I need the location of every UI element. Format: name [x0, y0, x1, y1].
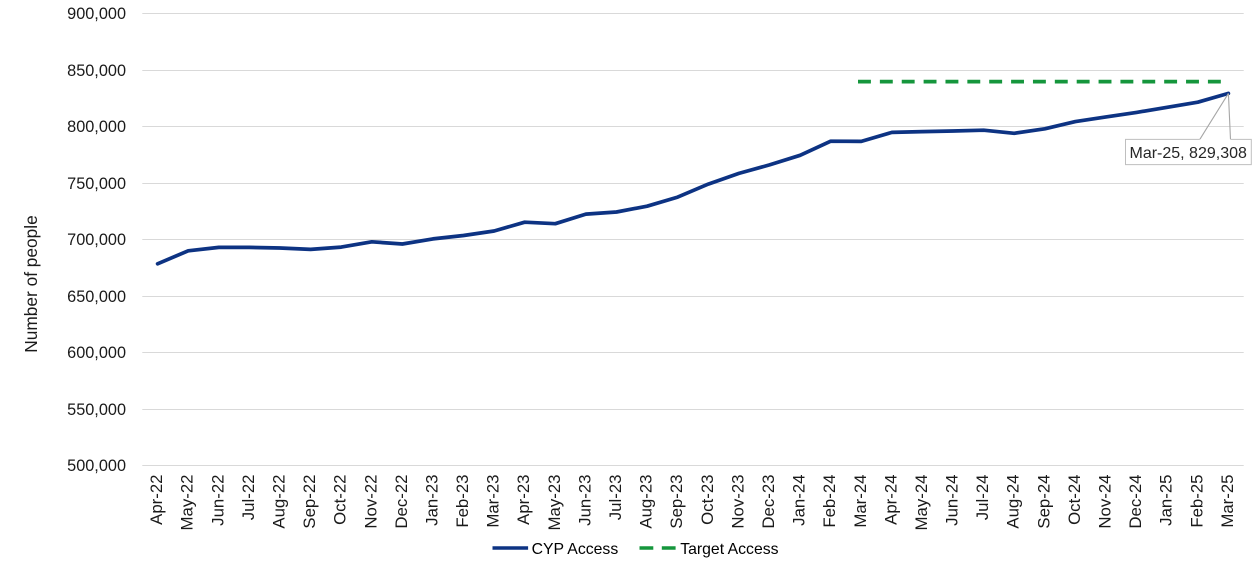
svg-text:Jul-24: Jul-24: [973, 475, 992, 521]
svg-text:Sep-23: Sep-23: [667, 475, 686, 529]
svg-text:Dec-23: Dec-23: [759, 475, 778, 529]
svg-text:600,000: 600,000: [67, 344, 126, 362]
svg-text:550,000: 550,000: [67, 401, 126, 419]
svg-text:Target Access: Target Access: [680, 541, 778, 558]
svg-text:May-23: May-23: [545, 475, 564, 531]
svg-text:CYP Access: CYP Access: [532, 541, 619, 558]
svg-text:Apr-23: Apr-23: [514, 475, 533, 525]
svg-text:Number of people: Number of people: [21, 215, 41, 352]
svg-text:Dec-24: Dec-24: [1126, 475, 1145, 529]
svg-text:500,000: 500,000: [67, 457, 126, 475]
svg-text:Oct-23: Oct-23: [698, 475, 717, 525]
svg-text:Jan-24: Jan-24: [790, 475, 809, 526]
svg-text:Sep-22: Sep-22: [300, 475, 319, 529]
svg-text:May-22: May-22: [178, 475, 197, 531]
svg-text:Jul-23: Jul-23: [606, 475, 625, 521]
svg-text:Feb-25: Feb-25: [1187, 475, 1206, 528]
svg-text:900,000: 900,000: [67, 5, 126, 23]
svg-text:Aug-22: Aug-22: [270, 475, 289, 529]
svg-text:Dec-22: Dec-22: [392, 475, 411, 529]
svg-text:Nov-23: Nov-23: [728, 475, 747, 529]
svg-text:Aug-23: Aug-23: [637, 475, 656, 529]
svg-text:Jun-22: Jun-22: [208, 475, 227, 526]
svg-text:Jan-25: Jan-25: [1157, 475, 1176, 526]
svg-text:800,000: 800,000: [67, 118, 126, 136]
svg-text:700,000: 700,000: [67, 231, 126, 249]
svg-text:Mar-24: Mar-24: [851, 475, 870, 528]
svg-text:Oct-22: Oct-22: [331, 475, 350, 525]
svg-text:Mar-25, 829,308: Mar-25, 829,308: [1129, 145, 1247, 162]
svg-text:Jul-22: Jul-22: [239, 475, 258, 521]
svg-text:Mar-23: Mar-23: [484, 475, 503, 528]
svg-text:Apr-24: Apr-24: [881, 475, 900, 525]
svg-text:Nov-22: Nov-22: [361, 475, 380, 529]
svg-text:Mar-25: Mar-25: [1218, 475, 1237, 528]
svg-text:Jun-23: Jun-23: [575, 475, 594, 526]
svg-text:750,000: 750,000: [67, 175, 126, 193]
svg-text:Apr-22: Apr-22: [147, 475, 166, 525]
svg-text:Oct-24: Oct-24: [1065, 475, 1084, 525]
svg-text:Sep-24: Sep-24: [1034, 475, 1053, 529]
svg-text:850,000: 850,000: [67, 62, 126, 80]
svg-text:Nov-24: Nov-24: [1096, 475, 1115, 529]
svg-text:Jun-24: Jun-24: [943, 475, 962, 526]
svg-text:Aug-24: Aug-24: [1004, 475, 1023, 529]
svg-text:May-24: May-24: [912, 475, 931, 531]
svg-text:650,000: 650,000: [67, 288, 126, 306]
svg-text:Feb-23: Feb-23: [453, 475, 472, 528]
svg-text:Feb-24: Feb-24: [820, 475, 839, 528]
svg-text:Jan-23: Jan-23: [422, 475, 441, 526]
